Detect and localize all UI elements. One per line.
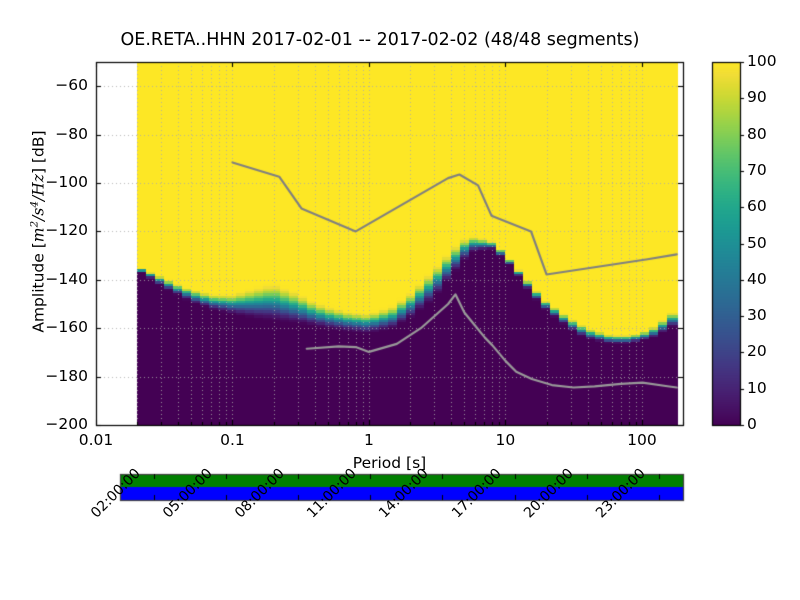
colorbar-tick-label: 80 bbox=[747, 124, 767, 143]
colorbar-tick-label: 0 bbox=[747, 415, 757, 433]
colorbar-tick-label: 70 bbox=[747, 160, 767, 179]
y-axis-tick-label: −100 bbox=[45, 173, 88, 191]
y-axis-tick-label: −120 bbox=[45, 221, 88, 240]
y-axis-tick-label: −60 bbox=[55, 76, 88, 95]
x-axis-tick-label: 0.1 bbox=[220, 431, 245, 449]
y-axis-unit-s-exponent: 4 bbox=[28, 200, 41, 208]
colorbar-tick-label: 100 bbox=[747, 52, 777, 70]
colorbar-tick-label: 10 bbox=[747, 378, 767, 397]
y-axis-tick-label: −80 bbox=[55, 124, 88, 143]
y-axis-tick-label: −200 bbox=[45, 415, 88, 433]
y-axis-unit-slash1: / bbox=[29, 215, 48, 221]
colorbar-tick-label: 50 bbox=[747, 233, 767, 252]
colorbar-tick-label: 60 bbox=[747, 197, 767, 216]
x-axis-label: Period [s] bbox=[352, 454, 427, 472]
x-axis-tick-label: 100 bbox=[627, 431, 657, 449]
y-axis-unit-slash2: / bbox=[29, 195, 48, 201]
x-axis-tick-label: 0.01 bbox=[78, 431, 114, 449]
x-axis-tick-label: 10 bbox=[495, 431, 516, 449]
page-title: OE.RETA..HHN 2017-02-01 -- 2017-02-02 (4… bbox=[120, 30, 640, 50]
y-axis-tick-label: −180 bbox=[45, 366, 88, 385]
colorbar-tick-label: 30 bbox=[747, 306, 767, 325]
y-axis-unit-s: s bbox=[29, 207, 48, 216]
colorbar-tick-label: 40 bbox=[747, 269, 767, 288]
colorbar-tick-label: 90 bbox=[747, 88, 767, 107]
x-axis-tick-label: 1 bbox=[364, 431, 374, 449]
colorbar-tick-label: 20 bbox=[747, 342, 767, 361]
y-axis-tick-label: −160 bbox=[45, 318, 88, 337]
y-axis-tick-label: −140 bbox=[45, 269, 88, 288]
